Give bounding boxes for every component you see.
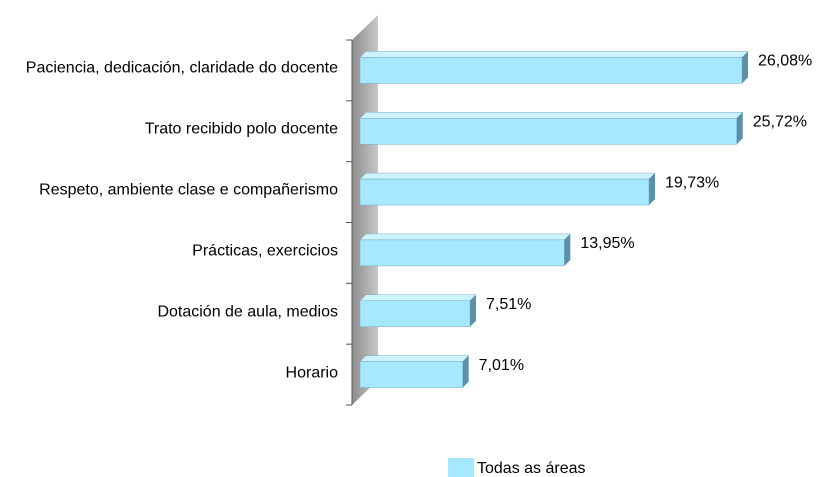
value-label: 7,01% [479, 357, 524, 374]
category-label: Paciencia, dedicación, claridade do doce… [25, 59, 338, 77]
legend-label: Todas as áreas [477, 460, 586, 477]
bar [359, 361, 463, 388]
category-label: Dotación de aula, medios [157, 303, 338, 321]
bar [359, 118, 737, 145]
bar-top [359, 172, 656, 180]
category-label: Horario [285, 364, 338, 382]
value-label: 13,95% [580, 235, 634, 252]
bar-top [359, 233, 571, 241]
category-label: Trato recibido polo docente [144, 120, 338, 138]
value-label: 25,72% [753, 113, 807, 130]
legend-swatch [448, 458, 474, 477]
bar [359, 239, 565, 267]
bar-side [742, 51, 748, 84]
bar-side [736, 112, 743, 145]
bar-side [470, 294, 477, 327]
category-label: Prácticas, exercicios [192, 242, 338, 260]
value-label: 19,73% [665, 174, 719, 191]
bar-top [359, 355, 470, 362]
value-label: 26,08% [758, 53, 812, 70]
value-label: 7,51% [486, 296, 531, 313]
bar-top [359, 294, 477, 301]
bar-side [564, 233, 571, 266]
bar-side [648, 173, 655, 206]
bar [359, 300, 471, 327]
bar-top [359, 51, 749, 58]
category-label: Respeto, ambiente clase e compañerismo [39, 181, 338, 199]
bar [359, 178, 650, 206]
bar-top [359, 112, 744, 119]
bar [359, 57, 743, 84]
bar-side [462, 355, 469, 388]
